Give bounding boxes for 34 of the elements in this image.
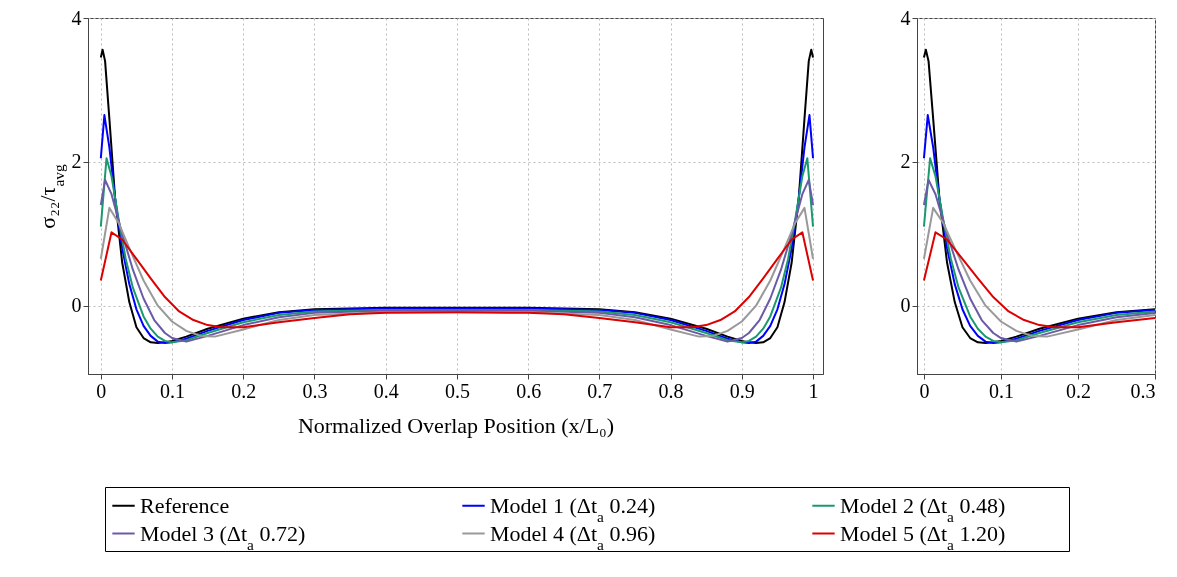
- x-tick-label: 0.8: [658, 379, 684, 402]
- line-series: [922, 231, 1155, 329]
- x-tick-label: 0: [919, 379, 930, 402]
- y-tick-label: 2: [900, 150, 911, 173]
- y-tick-label: 0: [71, 294, 82, 317]
- x-tick-label: 0.3: [302, 379, 328, 402]
- y-tick-label: 0: [900, 294, 911, 317]
- line-series: [922, 206, 1155, 338]
- x-tick-label: 1: [808, 379, 819, 402]
- x-tick-label: 0.6: [516, 379, 542, 402]
- x-tick-label: 0.1: [160, 379, 186, 402]
- line-series: [99, 48, 815, 345]
- x-tick-label: 0.7: [587, 379, 613, 402]
- y-tick-label: 4: [71, 6, 82, 29]
- x-tick-label: 0.2: [1065, 379, 1091, 402]
- line-series: [99, 114, 815, 345]
- y-tick-label: 2: [71, 150, 82, 173]
- x-tick-label: 0.3: [1130, 379, 1156, 402]
- legend-label: Reference: [140, 492, 230, 518]
- y-tick-label: 4: [900, 6, 911, 29]
- legend-label: Model 1 (Δt$_{a}$ 0.24): [490, 492, 656, 525]
- x-tick-label: 0.9: [729, 379, 755, 402]
- x-tick-label: 0.1: [988, 379, 1014, 402]
- x-tick-label: 0.5: [444, 379, 470, 402]
- x-axis-title: Normalized Overlap Position (x/L₀): [297, 412, 615, 438]
- line-series: [922, 48, 1155, 345]
- line-series: [99, 206, 815, 338]
- legend-label: Model 2 (Δt$_{a}$ 0.48): [840, 492, 1006, 525]
- legend-label: Model 3 (Δt$_{a}$ 0.72): [140, 520, 306, 552]
- x-tick-label: 0: [96, 379, 107, 402]
- x-tick-label: 0.4: [373, 379, 399, 402]
- line-series: [99, 231, 815, 329]
- line-series: [922, 114, 1155, 345]
- x-tick-label: 0.2: [231, 379, 257, 402]
